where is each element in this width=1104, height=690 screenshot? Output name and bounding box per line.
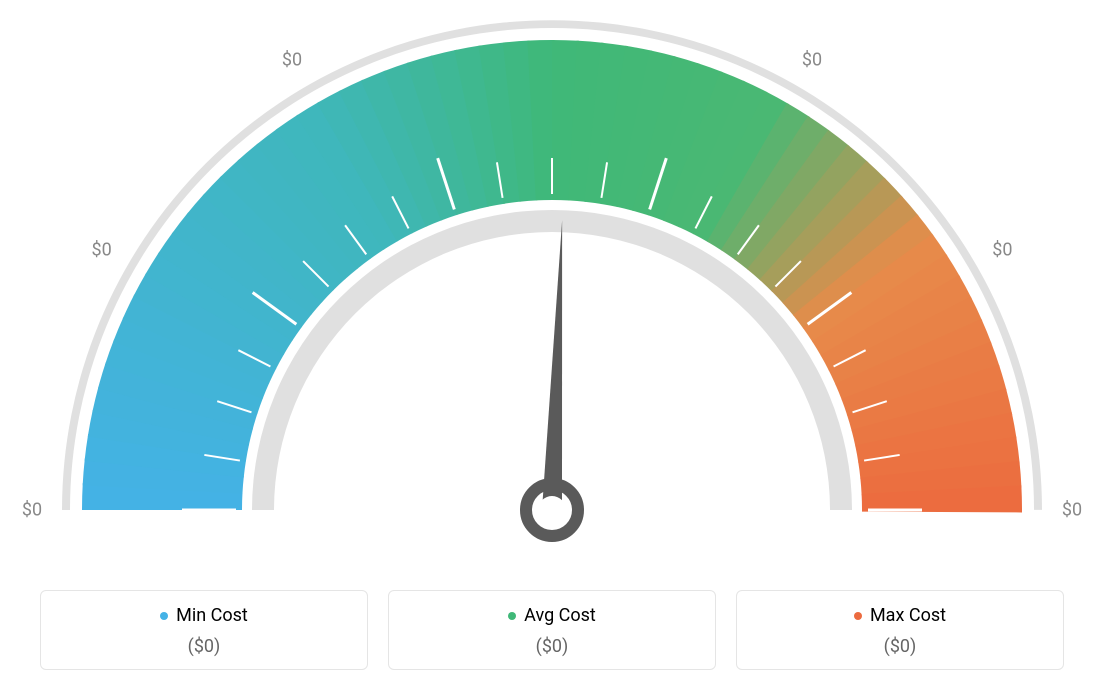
scale-label: $0 (542, 0, 562, 1)
legend-title-min: Min Cost (160, 605, 248, 626)
dot-icon (160, 612, 168, 620)
scale-label: $0 (92, 240, 112, 261)
legend-card-max: Max Cost ($0) (736, 590, 1064, 671)
legend-value-min: ($0) (51, 636, 357, 657)
scale-label: $0 (22, 500, 42, 521)
legend-card-min: Min Cost ($0) (40, 590, 368, 671)
legend-label: Min Cost (176, 605, 248, 626)
gauge-area: $0 $0 $0 $0 $0 $0 $0 (0, 0, 1104, 560)
legend-label: Avg Cost (524, 605, 596, 626)
scale-label: $0 (1062, 500, 1082, 521)
scale-label: $0 (992, 240, 1012, 261)
legend-value-max: ($0) (747, 636, 1053, 657)
legend-value-avg: ($0) (399, 636, 705, 657)
legend-card-avg: Avg Cost ($0) (388, 590, 716, 671)
dot-icon (854, 612, 862, 620)
scale-label: $0 (282, 49, 302, 70)
dot-icon (508, 612, 516, 620)
legend-row: Min Cost ($0) Avg Cost ($0) Max Cost ($0… (40, 590, 1064, 671)
legend-title-max: Max Cost (854, 605, 946, 626)
legend-title-avg: Avg Cost (508, 605, 596, 626)
legend-label: Max Cost (870, 605, 946, 626)
cost-gauge-chart: $0 $0 $0 $0 $0 $0 $0 Min Cost ($0) Avg Cost ($… (0, 0, 1104, 690)
scale-label: $0 (802, 49, 822, 70)
gauge-svg (0, 0, 1104, 560)
